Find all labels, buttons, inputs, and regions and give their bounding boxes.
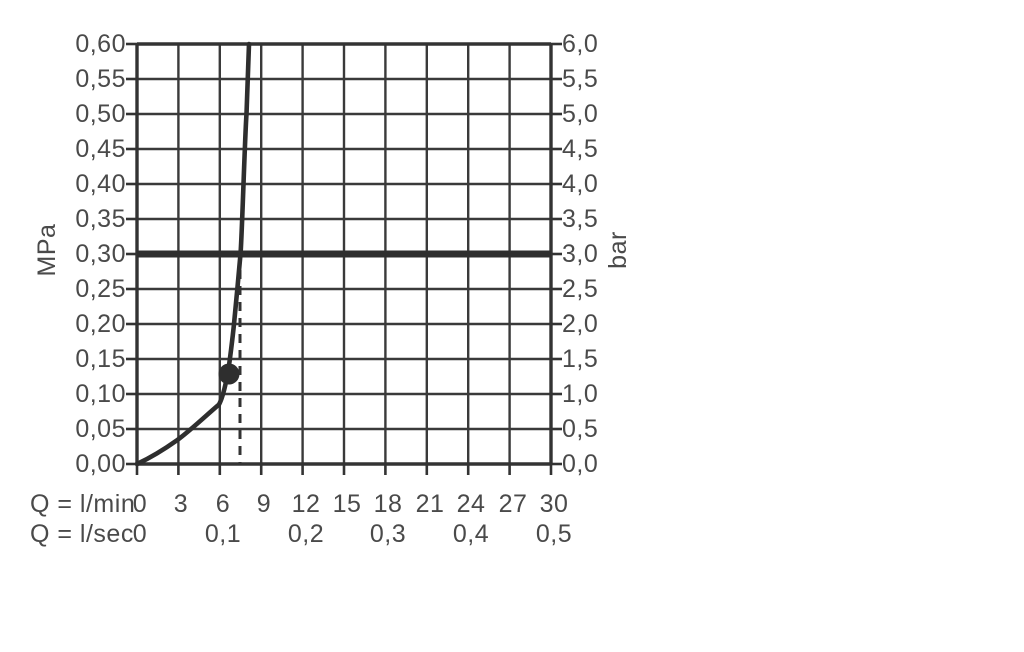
ytick-right: 2,5 — [562, 275, 599, 303]
left-axis-ticks — [126, 42, 137, 466]
xtick-lsec: 0 — [132, 520, 148, 548]
ytick-left: 0,15 — [75, 345, 126, 373]
ytick-right: 3,5 — [562, 205, 599, 233]
xtick-lmin: 21 — [415, 490, 445, 518]
xtick-lsec: 0,3 — [369, 520, 407, 548]
ytick-left: 0,20 — [75, 310, 126, 338]
ytick-right: 5,0 — [562, 100, 599, 128]
ytick-left: 0,50 — [75, 100, 126, 128]
ytick-left: 0,35 — [75, 205, 126, 233]
x-axis-lmin-label: Q = l/min — [30, 490, 136, 518]
ytick-right: 5,5 — [562, 65, 599, 93]
ytick-right: 4,5 — [562, 135, 599, 163]
xtick-lsec: 0,4 — [452, 520, 490, 548]
right-axis-ticks — [551, 42, 562, 466]
xtick-lmin: 12 — [291, 490, 321, 518]
curve-marker-dot — [218, 363, 240, 385]
ytick-left: 0,05 — [75, 415, 126, 443]
x-axis-lsec-label: Q = l/sec — [30, 520, 134, 548]
ytick-right: 4,0 — [562, 170, 599, 198]
ytick-right: 2,0 — [562, 310, 599, 338]
ytick-left: 0,45 — [75, 135, 126, 163]
ytick-left: 0,30 — [75, 240, 126, 268]
xtick-lmin: 3 — [173, 490, 189, 518]
xtick-lmin: 30 — [539, 490, 569, 518]
bottom-axis-ticks — [135, 464, 553, 475]
ytick-right: 0,5 — [562, 415, 599, 443]
flow-pressure-curve — [134, 41, 252, 467]
xtick-lsec: 0,2 — [287, 520, 325, 548]
ytick-right: 1,0 — [562, 380, 599, 408]
xtick-lmin: 6 — [215, 490, 231, 518]
ytick-left: 0,40 — [75, 170, 126, 198]
y-axis-right-unit-label: bar — [604, 231, 632, 269]
xtick-lmin: 27 — [498, 490, 528, 518]
y-axis-left-unit-label: MPa — [33, 223, 61, 277]
xtick-lmin: 24 — [456, 490, 486, 518]
xtick-lmin: 9 — [256, 490, 272, 518]
xtick-lmin: 18 — [373, 490, 403, 518]
xtick-lmin: 0 — [132, 490, 148, 518]
ytick-left: 0,55 — [75, 65, 126, 93]
ytick-left: 0,10 — [75, 380, 126, 408]
ytick-right: 3,0 — [562, 240, 599, 268]
horizontal-gridlines — [137, 77, 551, 431]
ytick-left: 0,00 — [75, 450, 126, 478]
ytick-right: 1,5 — [562, 345, 599, 373]
ytick-left: 0,25 — [75, 275, 126, 303]
ytick-right: 0,0 — [562, 450, 599, 478]
ytick-right: 6,0 — [562, 30, 599, 58]
xtick-lsec: 0,5 — [535, 520, 573, 548]
xtick-lmin: 15 — [332, 490, 362, 518]
xtick-lsec: 0,1 — [204, 520, 242, 548]
ytick-left: 0,60 — [75, 30, 126, 58]
